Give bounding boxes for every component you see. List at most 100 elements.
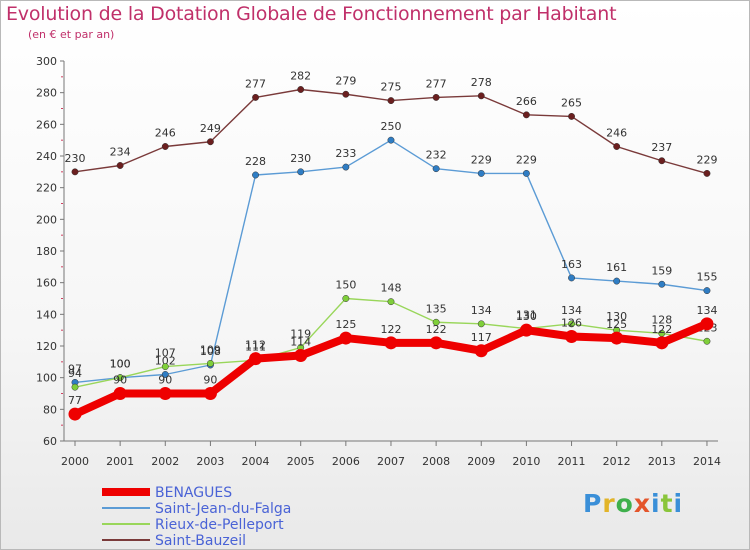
data-label-saint-jean-du-falga: 100 bbox=[110, 358, 131, 371]
data-point-saint-bauzeil bbox=[297, 86, 305, 93]
data-point-benagues bbox=[158, 387, 172, 400]
data-label-saint-jean-du-falga: 229 bbox=[471, 153, 492, 166]
data-point-benagues bbox=[610, 331, 624, 345]
data-label-benagues: 125 bbox=[606, 318, 627, 331]
data-point-saint-jean-du-falga bbox=[161, 371, 169, 378]
y-tick-label: 200 bbox=[36, 213, 57, 226]
data-label-saint-jean-du-falga: 108 bbox=[200, 345, 221, 358]
data-label-saint-jean-du-falga: 161 bbox=[606, 261, 627, 274]
data-point-rieux-de-pelleport bbox=[387, 298, 395, 306]
data-label-saint-jean-du-falga: 159 bbox=[651, 264, 672, 277]
data-label-saint-bauzeil: 265 bbox=[561, 96, 582, 109]
data-point-benagues bbox=[68, 407, 82, 421]
data-label-benagues: 125 bbox=[335, 318, 356, 331]
x-tick-label: 2009 bbox=[467, 455, 495, 468]
data-point-benagues bbox=[655, 336, 669, 350]
y-tick-label: 260 bbox=[36, 118, 57, 131]
y-tick-label: 220 bbox=[36, 182, 57, 195]
data-point-rieux-de-pelleport bbox=[703, 337, 711, 345]
y-tick-label: 60 bbox=[43, 435, 57, 448]
data-label-saint-bauzeil: 237 bbox=[651, 141, 672, 154]
data-point-saint-bauzeil bbox=[206, 138, 214, 146]
x-tick-label: 2006 bbox=[332, 455, 360, 468]
legend-label: Rieux-de-Pelleport bbox=[155, 517, 284, 533]
data-label-rieux-de-pelleport: 131 bbox=[516, 309, 537, 322]
data-point-saint-bauzeil bbox=[477, 92, 485, 100]
data-label-saint-bauzeil: 246 bbox=[155, 127, 176, 140]
x-tick-label: 2012 bbox=[603, 455, 631, 468]
data-label-saint-bauzeil: 282 bbox=[290, 70, 311, 83]
data-point-saint-bauzeil bbox=[432, 93, 440, 101]
data-point-benagues bbox=[519, 323, 533, 337]
chart-subtitle: (en € et par an) bbox=[28, 28, 115, 41]
data-point-benagues bbox=[294, 349, 308, 362]
y-tick-label: 140 bbox=[36, 308, 57, 321]
data-point-rieux-de-pelleport bbox=[71, 383, 79, 391]
data-label-saint-jean-du-falga: 163 bbox=[561, 258, 582, 271]
data-point-rieux-de-pelleport bbox=[568, 320, 575, 328]
data-point-saint-jean-du-falga bbox=[522, 169, 530, 177]
data-label-benagues: 77 bbox=[68, 394, 82, 407]
data-label-saint-bauzeil: 275 bbox=[380, 81, 401, 94]
x-tick-label: 2014 bbox=[693, 455, 721, 468]
chart-title: Evolution de la Dotation Globale de Fonc… bbox=[6, 3, 617, 25]
data-point-saint-jean-du-falga bbox=[613, 277, 621, 285]
data-label-benagues: 130 bbox=[516, 310, 537, 323]
data-label-saint-jean-du-falga: 230 bbox=[290, 152, 311, 165]
data-point-benagues bbox=[429, 336, 443, 350]
data-label-saint-bauzeil: 279 bbox=[335, 74, 356, 87]
data-label-saint-jean-du-falga: 97 bbox=[68, 362, 82, 375]
proxiti-logo: Proxiti bbox=[583, 489, 684, 518]
y-tick-label: 240 bbox=[36, 150, 57, 163]
x-tick-label: 2010 bbox=[512, 455, 540, 468]
y-tick-label: 80 bbox=[43, 403, 57, 416]
data-label-rieux-de-pelleport: 150 bbox=[335, 279, 356, 292]
x-tick-label: 2011 bbox=[558, 455, 586, 468]
data-label-rieux-de-pelleport: 135 bbox=[426, 302, 447, 315]
x-tick-label: 2013 bbox=[648, 455, 676, 468]
data-label-saint-jean-du-falga: 102 bbox=[155, 355, 176, 368]
data-point-benagues bbox=[113, 387, 127, 400]
legend-label: Saint-Bauzeil bbox=[155, 533, 246, 549]
data-label-rieux-de-pelleport: 94 bbox=[68, 367, 82, 380]
data-label-rieux-de-pelleport: 119 bbox=[290, 328, 311, 341]
data-point-saint-bauzeil bbox=[71, 168, 79, 176]
data-label-saint-bauzeil: 266 bbox=[516, 95, 537, 108]
data-point-benagues bbox=[203, 387, 217, 400]
data-point-rieux-de-pelleport bbox=[116, 374, 124, 382]
data-point-saint-bauzeil bbox=[342, 90, 350, 98]
data-point-benagues bbox=[384, 336, 398, 350]
y-tick-label: 100 bbox=[36, 372, 57, 385]
data-label-saint-bauzeil: 230 bbox=[65, 152, 86, 165]
data-label-benagues: 112 bbox=[245, 339, 266, 352]
data-label-saint-jean-du-falga: 250 bbox=[380, 120, 401, 133]
data-label-rieux-de-pelleport: 134 bbox=[561, 304, 582, 317]
data-point-saint-bauzeil bbox=[387, 97, 395, 105]
x-tick-label: 2001 bbox=[106, 455, 134, 468]
y-tick-label: 180 bbox=[36, 245, 57, 258]
data-label-saint-bauzeil: 278 bbox=[471, 76, 492, 89]
data-label-rieux-de-pelleport: 100 bbox=[110, 358, 131, 371]
data-point-saint-bauzeil bbox=[161, 143, 169, 150]
data-point-benagues bbox=[474, 344, 488, 358]
data-label-benagues: 114 bbox=[290, 336, 311, 349]
data-label-benagues: 90 bbox=[113, 374, 127, 387]
data-label-saint-jean-du-falga: 232 bbox=[426, 149, 447, 162]
data-point-benagues bbox=[249, 352, 263, 366]
data-label-benagues: 122 bbox=[380, 323, 401, 336]
data-label-saint-bauzeil: 234 bbox=[110, 146, 131, 159]
data-label-rieux-de-pelleport: 109 bbox=[200, 343, 221, 356]
data-point-saint-bauzeil bbox=[522, 111, 530, 119]
data-point-rieux-de-pelleport bbox=[342, 295, 350, 302]
data-point-saint-jean-du-falga bbox=[342, 163, 350, 171]
data-point-saint-bauzeil bbox=[252, 93, 260, 101]
legend-label: BENAGUES bbox=[155, 485, 232, 501]
data-label-rieux-de-pelleport: 107 bbox=[155, 347, 176, 360]
data-label-benagues: 122 bbox=[426, 323, 447, 336]
data-label-saint-bauzeil: 229 bbox=[696, 153, 717, 166]
x-tick-label: 2005 bbox=[287, 455, 315, 468]
data-point-benagues bbox=[565, 330, 579, 343]
data-point-rieux-de-pelleport bbox=[432, 318, 440, 326]
